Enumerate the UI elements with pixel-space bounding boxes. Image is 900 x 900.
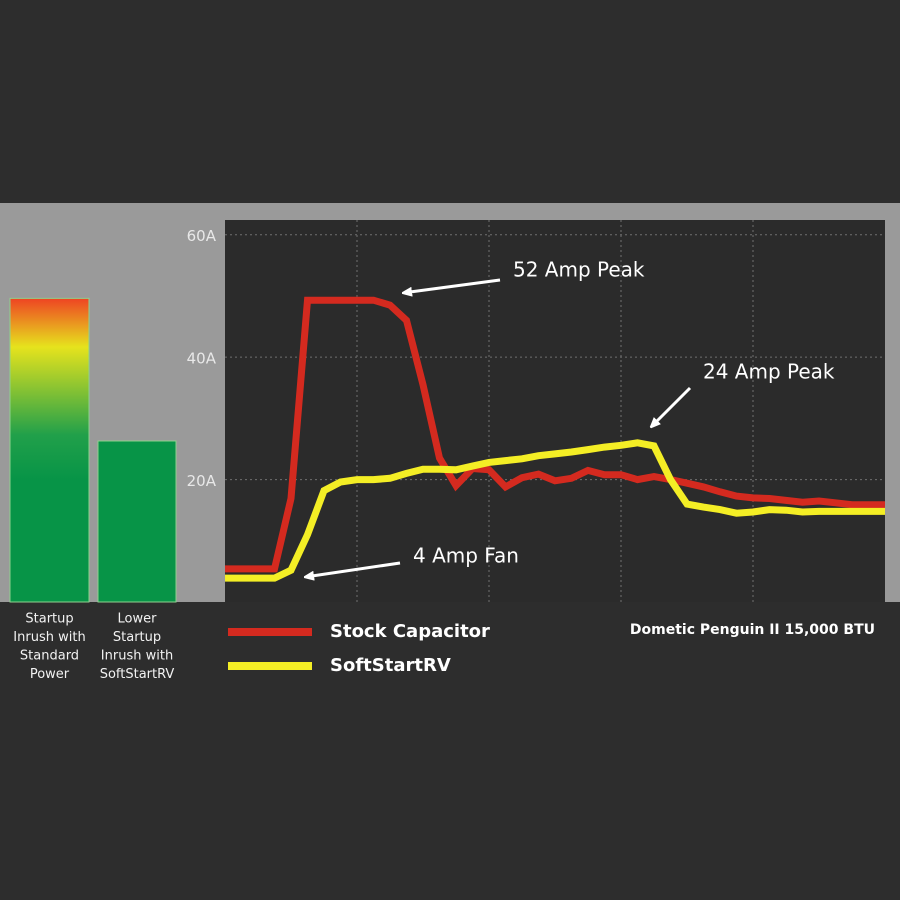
plot-area xyxy=(225,220,885,602)
annotations: 52 Amp Peak 24 Amp Peak 4 Amp Fan xyxy=(312,258,835,577)
bar xyxy=(9,297,90,603)
bar-label: Inrush with xyxy=(13,630,85,645)
bar-label: Startup xyxy=(25,612,73,627)
y-tick-label: 40A xyxy=(187,350,217,368)
arrow xyxy=(656,386,692,422)
vertical-grid xyxy=(356,220,754,602)
y-tick-label: 60A xyxy=(187,227,217,245)
bar-label: Inrush with xyxy=(101,649,173,664)
subtitle: Dometic Penguin II 15,000 BTU xyxy=(630,622,875,638)
annotation: 4 Amp Fan xyxy=(413,544,519,568)
bar-label: Standard xyxy=(20,649,79,664)
arrow xyxy=(312,561,401,576)
line xyxy=(225,439,885,582)
annotation: 24 Amp Peak xyxy=(703,360,835,384)
bar-label: Power xyxy=(30,667,70,682)
bar-label: SoftStartRV xyxy=(100,667,175,682)
line xyxy=(225,296,885,573)
bar xyxy=(97,440,177,603)
arrow xyxy=(410,278,501,292)
bar-label: Startup xyxy=(113,630,161,645)
annotation: 52 Amp Peak xyxy=(513,258,645,282)
y-tick-label: 20A xyxy=(187,472,217,490)
legend-label: SoftStartRV xyxy=(330,655,451,676)
bar-label: Lower xyxy=(118,612,158,627)
marks: Startup Inrush with Standard Power Lower Star… xyxy=(9,227,885,682)
legend-label: Stock Capacitor xyxy=(330,621,490,642)
